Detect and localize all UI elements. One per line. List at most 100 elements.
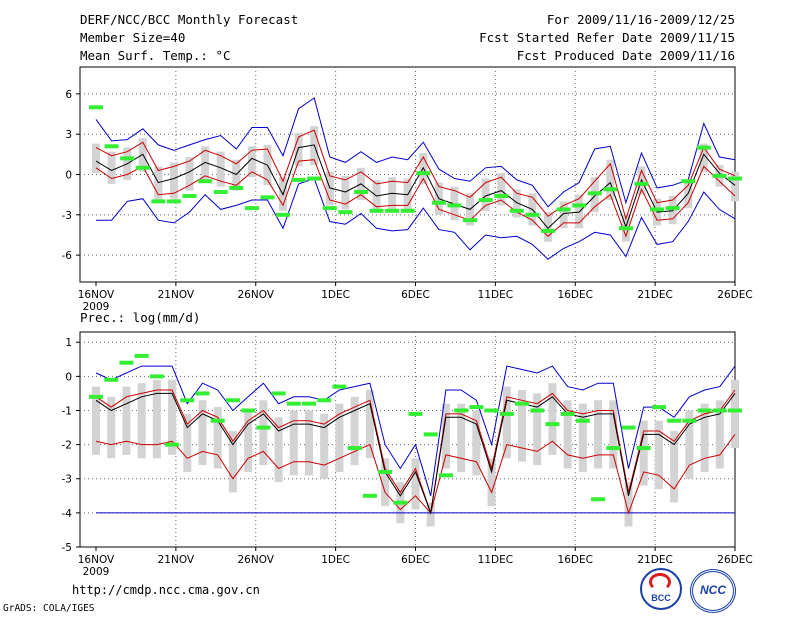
precip-spread-box: [502, 386, 511, 459]
precip-x-tick-label: 26DEC: [717, 554, 752, 566]
grads-credit: GrADS: COLA/IGES: [3, 603, 95, 614]
precip-observed-marker: [575, 418, 590, 423]
temp-observed-marker: [712, 173, 727, 178]
forecast-started-date: Fcst Started Refer Date 2009/11/15: [479, 30, 735, 45]
temp-spread-box: [684, 181, 693, 209]
website-url[interactable]: http://cmdp.ncc.cma.gov.cn: [72, 583, 260, 597]
precip-x-tick-label: 26NOV: [238, 554, 275, 566]
temp-observed-marker: [525, 212, 540, 217]
precip-observed-marker: [393, 500, 408, 505]
precip-observed-marker: [408, 411, 423, 416]
temp-observed-marker: [166, 199, 181, 204]
temp-spread-box: [731, 171, 739, 202]
precip-observed-marker: [271, 391, 286, 396]
precip-observed-marker: [712, 408, 727, 413]
precip-max-line: [95, 365, 736, 496]
precip-observed-marker: [499, 411, 514, 416]
precip-observed-marker: [302, 401, 316, 406]
precip-spread-box: [183, 413, 192, 472]
precip-observed-marker: [454, 408, 469, 413]
precip-spread-box: [122, 386, 131, 455]
precip-spread-box: [213, 407, 222, 469]
precip-spread-box: [168, 379, 177, 455]
temp-observed-marker: [135, 165, 150, 170]
temp-observed-marker: [307, 176, 322, 181]
figure-title: DERF/NCC/BCC Monthly Forecast: [80, 12, 299, 27]
temp-observed-marker: [322, 206, 337, 211]
precip-observed-marker: [210, 418, 225, 423]
precip-spread-box: [92, 386, 100, 455]
temp-x-tick-label: 1DEC: [321, 289, 350, 301]
bcc-logo: BCC: [640, 568, 682, 610]
temp-spread-box: [294, 132, 303, 167]
precip-spread-box: [700, 403, 709, 472]
temp-spread-box: [247, 146, 256, 178]
precip-spread-box: [305, 410, 313, 476]
precip-y-tick-label: -5: [62, 542, 72, 554]
precip-spread-box: [152, 379, 161, 459]
temp-observed-marker: [416, 171, 431, 176]
precip-spread-box: [685, 410, 694, 479]
bcc-logo-text: BCC: [651, 593, 671, 603]
temp-spread-box: [185, 157, 194, 191]
precip-spread-box: [487, 458, 496, 507]
temp-observed-marker: [291, 177, 306, 182]
temp-spread-box: [388, 177, 397, 211]
temp-x-tick-label: 21DEC: [637, 289, 672, 301]
temp-observed-marker: [447, 203, 462, 208]
temp-min-line: [96, 177, 736, 260]
temp-observed-marker: [400, 208, 415, 213]
precip-x-tick-label: 11DEC: [478, 554, 513, 566]
precip-spread-box: [609, 400, 618, 469]
precip-observed-marker: [591, 497, 606, 502]
precip-observed-marker: [149, 374, 164, 379]
variable-label: Mean Surf. Temp.: °C: [80, 48, 231, 63]
precip-y-tick-label: 1: [65, 337, 72, 349]
temp-observed-marker: [182, 194, 197, 198]
temp-y-tick-label: -3: [62, 210, 72, 222]
precip-spread-box: [654, 420, 663, 489]
temp-observed-marker: [229, 185, 244, 190]
temp-spread-box: [341, 175, 350, 210]
precip-spread-box: [533, 393, 542, 466]
precip-observed-marker: [606, 446, 621, 451]
temp-observed-marker: [665, 206, 680, 211]
precip-observed-marker: [134, 353, 149, 358]
temp-spread-box: [169, 162, 178, 199]
temp-observed-marker: [494, 194, 509, 198]
temp-x-tick-label: 26NOV: [238, 289, 275, 301]
precip-observed-marker: [530, 408, 545, 413]
precip-spread-box: [548, 383, 557, 455]
forecast-period: For 2009/11/16-2009/12/25: [546, 12, 735, 27]
temp-mean-line: [95, 144, 736, 230]
precip-observed-marker: [119, 360, 134, 365]
precip-observed-marker: [89, 394, 103, 399]
temp-observed-marker: [728, 176, 742, 181]
temp-observed-marker: [618, 226, 633, 231]
temp-observed-marker: [587, 191, 602, 196]
temp-spread-box: [216, 151, 225, 187]
forecast-produced-date: Fcst Produced Date 2009/11/16: [516, 48, 735, 63]
temp-observed-marker: [681, 179, 696, 184]
precip-observed-marker: [484, 408, 499, 413]
ncc-logo-text: NCC: [700, 583, 726, 597]
precip-spread-box: [335, 403, 344, 472]
precip-spread-box: [411, 458, 420, 510]
precip-spread-box: [228, 430, 237, 493]
temp-spread-box: [481, 178, 490, 211]
temp-y-tick-label: -6: [62, 250, 73, 262]
precip-observed-marker: [682, 418, 697, 423]
temp-observed-marker: [385, 208, 400, 213]
precip-spread-box: [441, 403, 450, 469]
precip-observed-marker: [195, 391, 210, 396]
precip-spread-box: [320, 413, 329, 479]
precip-x-tick-label: 16DEC: [558, 554, 593, 566]
precip-spread-box: [289, 410, 298, 476]
precip-spread-box: [715, 400, 724, 469]
precip-y-tick-label: -2: [62, 440, 72, 452]
precip-y-tick-label: -4: [62, 508, 73, 520]
precip-observed-marker: [180, 398, 195, 403]
temp-observed-marker: [120, 156, 135, 161]
temp-observed-marker: [338, 210, 353, 215]
